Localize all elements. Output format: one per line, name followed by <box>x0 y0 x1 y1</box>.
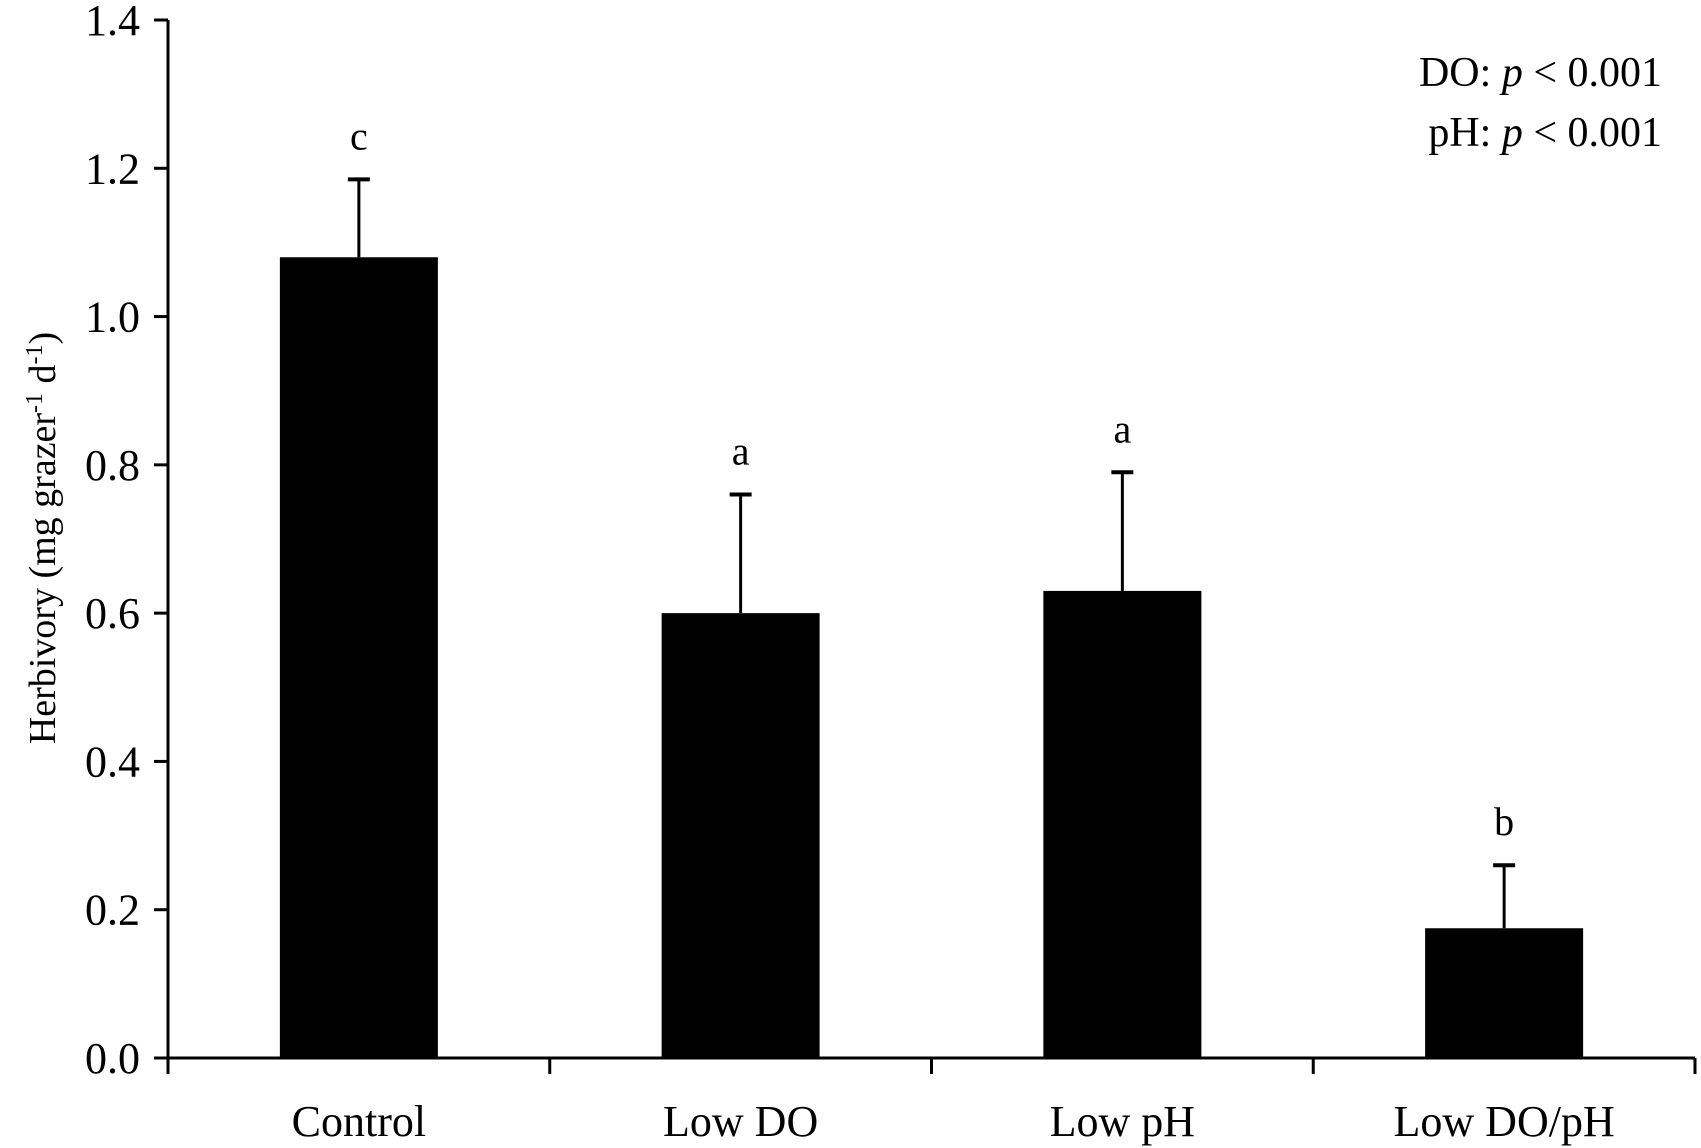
bar <box>1425 928 1584 1058</box>
bars <box>279 177 1584 1058</box>
annotation-do-relation: < 0.001 <box>1523 50 1662 96</box>
significance-letter: c <box>350 113 368 158</box>
annotation-ph-p-symbol: p <box>1499 110 1523 156</box>
x-category-label: Low DO <box>663 1097 818 1146</box>
annotation-do-p-symbol: p <box>1499 50 1523 96</box>
y-tick-label: 0.0 <box>85 1034 140 1083</box>
annotation-do-label: DO: <box>1419 50 1502 96</box>
bar <box>279 257 438 1058</box>
y-tick-label: 1.0 <box>85 293 140 342</box>
x-axis: Control Low DO Low pH Low DO/pH <box>166 1056 1697 1146</box>
y-axis-title-middle: d <box>22 364 64 393</box>
x-category-label: Control <box>292 1097 426 1146</box>
y-axis-title-prefix: Herbivory (mg grazer <box>22 413 64 745</box>
annotation-do-pvalue: DO: p < 0.001 <box>1419 50 1662 96</box>
significance-letter: a <box>732 429 750 474</box>
y-tick-label: 0.4 <box>85 737 140 786</box>
annotation-ph-relation: < 0.001 <box>1523 110 1662 156</box>
y-tick-label: 0.6 <box>85 589 140 638</box>
y-axis-title-sup2: -1 <box>22 344 48 364</box>
y-tick-label: 0.8 <box>85 441 140 490</box>
y-tick-label: 0.2 <box>85 886 140 935</box>
y-axis: 0.0 0.2 0.4 0.6 0.8 1.0 1.2 1.4 <box>85 0 170 1083</box>
bar <box>1043 590 1202 1058</box>
y-axis-title-sup1: -1 <box>22 393 48 413</box>
y-tick-label: 1.4 <box>85 0 140 45</box>
significance-letter: b <box>1494 799 1514 844</box>
y-axis-title: Herbivory (mg grazer-1 d-1) <box>22 332 64 744</box>
annotation-ph-label: pH: <box>1428 110 1502 156</box>
annotation-ph-pvalue: pH: p < 0.001 <box>1428 110 1662 156</box>
significance-letter: a <box>1113 406 1131 451</box>
y-axis-title-suffix: ) <box>22 332 64 345</box>
significance-labels: c a a b <box>350 113 1514 844</box>
y-tick-label: 1.2 <box>85 144 140 193</box>
x-category-label: Low DO/pH <box>1394 1097 1615 1146</box>
x-category-label: Low pH <box>1050 1097 1195 1146</box>
bar <box>661 613 820 1058</box>
